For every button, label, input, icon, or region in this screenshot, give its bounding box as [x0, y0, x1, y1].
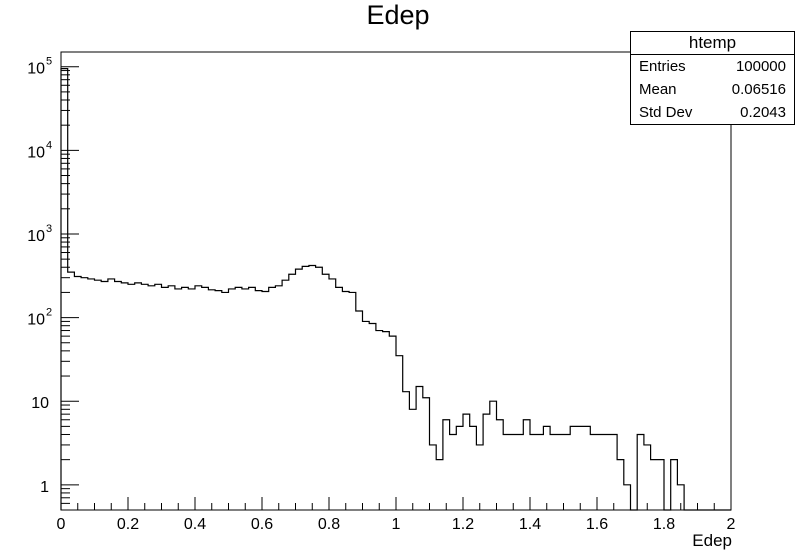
- x-tick-label: 1.4: [519, 516, 541, 533]
- y-tick-exponent: 2: [46, 307, 52, 319]
- y-tick-exponent: 3: [46, 223, 52, 235]
- stats-row-mean: Mean 0.06516: [631, 78, 794, 101]
- x-tick-label: 0.6: [251, 516, 273, 533]
- stats-value: 0.2043: [740, 104, 786, 121]
- x-axis: 0 0.2 0.4 0.6 0.8 1 1.2 1.4 1.6 1.8 2: [57, 497, 736, 533]
- stats-label: Mean: [639, 81, 677, 98]
- x-tick-label: 1.6: [586, 516, 608, 533]
- x-tick-label: 0.8: [318, 516, 340, 533]
- histogram-line: [60, 67, 731, 511]
- stats-label: Std Dev: [639, 104, 693, 121]
- stats-row-stddev: Std Dev 0.2043: [631, 101, 794, 124]
- y-tick-label: 10: [27, 312, 45, 329]
- x-tick-label: 1.2: [452, 516, 474, 533]
- stats-box: htemp Entries 100000 Mean 0.06516 Std De…: [630, 31, 795, 125]
- stats-title: htemp: [631, 32, 794, 55]
- y-tick-label: 10: [27, 144, 45, 161]
- stats-row-entries: Entries 100000: [631, 55, 794, 78]
- x-axis-title: Edep: [692, 531, 732, 550]
- chart-title: Edep: [366, 0, 430, 30]
- y-tick-exponent: 4: [46, 139, 52, 151]
- y-tick-label: 10: [27, 228, 45, 245]
- x-tick-label: 0.4: [184, 516, 206, 533]
- y-tick-exponent: 5: [46, 56, 52, 68]
- x-tick-label: 1: [392, 516, 401, 533]
- stats-label: Entries: [639, 58, 686, 75]
- x-tick-label: 2: [727, 516, 736, 533]
- x-tick-label: 0.2: [117, 516, 139, 533]
- stats-value: 0.06516: [731, 81, 786, 98]
- stats-value: 100000: [735, 58, 786, 75]
- y-tick-label: 1: [40, 479, 49, 496]
- y-tick-label: 10: [27, 61, 45, 78]
- x-tick-label: 1.8: [653, 516, 675, 533]
- y-tick-label: 10: [31, 395, 49, 412]
- x-tick-label: 0: [57, 516, 66, 533]
